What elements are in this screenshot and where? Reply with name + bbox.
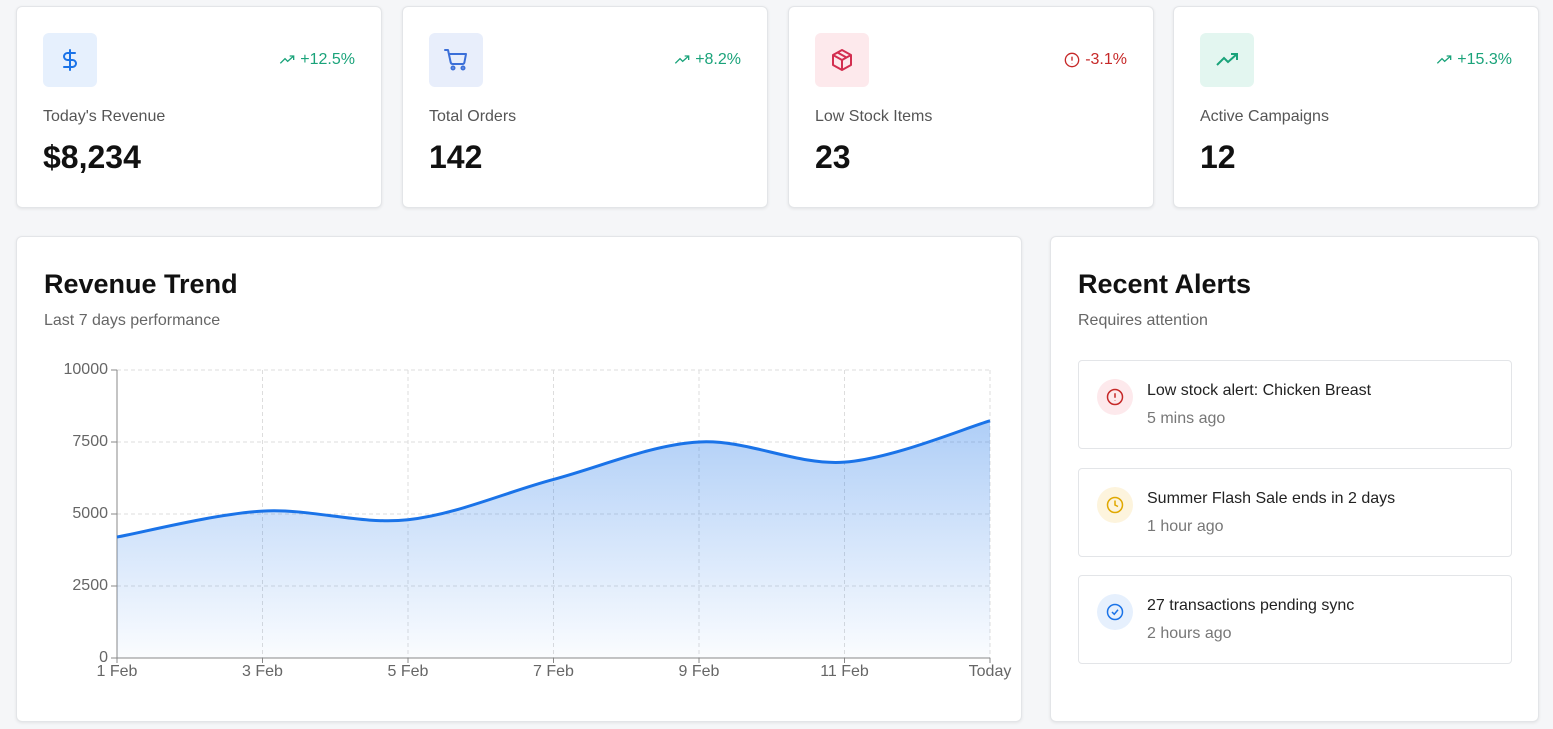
y-tick-label: 7500 (72, 433, 108, 450)
stat-change-text: +8.2% (695, 51, 741, 68)
stat-change-text: -3.1% (1085, 51, 1127, 68)
stat-label: Active Campaigns (1200, 108, 1329, 125)
x-tick-label: 1 Feb (97, 663, 138, 680)
y-tick-label: 5000 (72, 505, 108, 522)
x-tick-label: 3 Feb (242, 663, 283, 680)
y-tick-label: 0 (99, 649, 108, 666)
y-tick-label: 10000 (64, 361, 109, 378)
x-tick-label: 9 Feb (679, 663, 720, 680)
stat-icon (1200, 33, 1254, 87)
alert-item[interactable]: 27 transactions pending sync 2 hours ago (1078, 575, 1512, 664)
x-tick-label: 7 Feb (533, 663, 574, 680)
alert-item[interactable]: Summer Flash Sale ends in 2 days 1 hour … (1078, 468, 1512, 557)
stat-change: +8.2% (674, 51, 741, 69)
stat-change: +12.5% (279, 51, 355, 69)
line (116, 419, 991, 539)
alert-time: 1 hour ago (1147, 518, 1224, 535)
stat-change: -3.1% (1064, 51, 1127, 69)
stat-card: +8.2% Total Orders 142 (402, 6, 768, 208)
stat-change: +15.3% (1436, 51, 1512, 69)
stat-label: Total Orders (429, 108, 517, 125)
stat-card: +15.3% Active Campaigns 12 (1173, 6, 1539, 208)
y-tick-label: 2500 (72, 577, 108, 594)
stat-icon (43, 33, 97, 87)
alert-icon (1097, 487, 1133, 523)
chart-title: Revenue Trend (44, 269, 238, 299)
alert-message: Summer Flash Sale ends in 2 days (1147, 490, 1396, 507)
alert-item[interactable]: Low stock alert: Chicken Breast 5 mins a… (1078, 360, 1512, 449)
stat-value: 142 (429, 139, 483, 175)
area (117, 420, 990, 658)
stat-change-text: +12.5% (300, 51, 355, 68)
x-tick-label: 5 Feb (388, 663, 429, 680)
stat-change-text: +15.3% (1457, 51, 1512, 68)
chart: 1 Feb 3 Feb 5 Feb 7 Feb 9 Feb 11 Feb Today 0 250… (64, 361, 1012, 680)
stat-label: Today's Revenue (43, 108, 166, 125)
alerts-card: Recent Alerts Requires attention Low sto… (1050, 236, 1539, 722)
alert-icon (1097, 379, 1133, 415)
alert-message: Low stock alert: Chicken Breast (1147, 382, 1372, 399)
stat-icon (429, 33, 483, 87)
chart-card: Revenue Trend Last 7 days performance 1 … (16, 236, 1022, 722)
stat-card: -3.1% Low Stock Items 23 (788, 6, 1154, 208)
x-tick-label: 11 Feb (820, 663, 869, 680)
stat-value: $8,234 (43, 139, 141, 175)
alert-message: 27 transactions pending sync (1147, 597, 1355, 614)
alert-time: 2 hours ago (1147, 625, 1232, 642)
alerts-subtitle: Requires attention (1078, 312, 1208, 329)
stat-icon (815, 33, 869, 87)
stat-value: 23 (815, 139, 851, 175)
alerts-title: Recent Alerts (1078, 269, 1252, 299)
alert-time: 5 mins ago (1147, 410, 1226, 427)
x-tick-label: Today (969, 663, 1012, 680)
alert-icon (1097, 594, 1133, 630)
stat-label: Low Stock Items (815, 108, 933, 125)
stat-card: +12.5% Today's Revenue $8,234 (16, 6, 382, 208)
stat-value: 12 (1200, 139, 1236, 175)
chart-subtitle: Last 7 days performance (44, 312, 221, 329)
